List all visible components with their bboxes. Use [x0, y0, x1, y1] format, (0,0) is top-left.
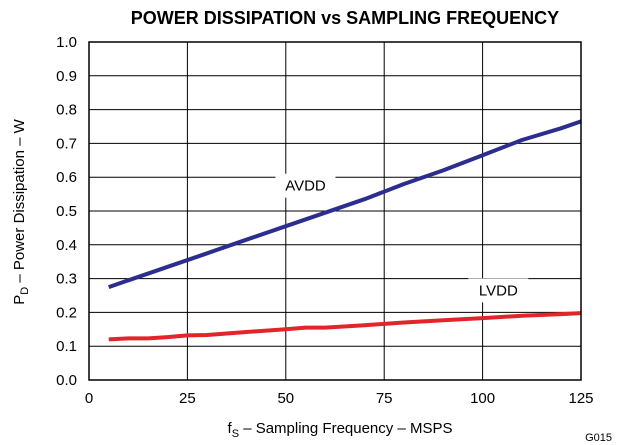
series-labels: AVDD LVDD — [275, 173, 529, 303]
series-lines — [108, 119, 582, 342]
y-tick-label: 0.8 — [56, 102, 77, 119]
series-line-lvdd — [108, 311, 582, 342]
figure-code: G015 — [585, 432, 612, 444]
y-tick-label: 0.3 — [56, 271, 77, 288]
x-axis-label-rest: – Sampling Frequency – MSPS — [239, 420, 452, 437]
series-label-avdd: AVDD — [285, 178, 326, 195]
series-label-lvdd: LVDD — [479, 282, 518, 299]
y-tick-label: 0.6 — [56, 169, 77, 186]
y-tick-label: 0.5 — [56, 203, 77, 220]
x-axis-label: fS – Sampling Frequency – MSPS — [228, 420, 453, 440]
y-axis-label-rest: – Power Dissipation – W — [11, 118, 28, 286]
y-axis-label: PD – Power Dissipation – W — [11, 118, 31, 304]
y-axis-label-main: P — [11, 295, 28, 305]
y-tick-label: 0.9 — [56, 68, 77, 85]
plot-frame — [88, 41, 582, 381]
x-tick-label: 100 — [470, 390, 495, 407]
chart-title: POWER DISSIPATION vs SAMPLING FREQUENCY — [131, 8, 559, 28]
y-tick-label: 1.0 — [56, 34, 77, 51]
x-axis-label-sub: S — [232, 428, 239, 440]
tick-labels: 0 25 50 75 100 125 0.0 0.1 0.2 0.3 0.4 0.5 0.6 0.7 0.8… — [56, 34, 593, 407]
x-tick-label: 125 — [568, 390, 593, 407]
series-label-background — [468, 278, 529, 303]
x-axis-label-main: f — [228, 420, 233, 437]
y-axis-label-sub: D — [19, 287, 31, 295]
y-tick-label: 0.0 — [56, 372, 77, 389]
x-tick-label: 25 — [179, 390, 196, 407]
x-tick-label: 50 — [277, 390, 294, 407]
y-tick-label: 0.2 — [56, 304, 77, 321]
y-tick-label: 0.7 — [56, 135, 77, 152]
x-tick-label: 75 — [376, 390, 393, 407]
x-tick-label: 0 — [85, 390, 93, 407]
series-line-avdd — [108, 119, 582, 289]
y-tick-label: 0.1 — [56, 338, 77, 355]
series-label-background — [275, 173, 336, 198]
y-tick-label: 0.4 — [56, 237, 77, 254]
